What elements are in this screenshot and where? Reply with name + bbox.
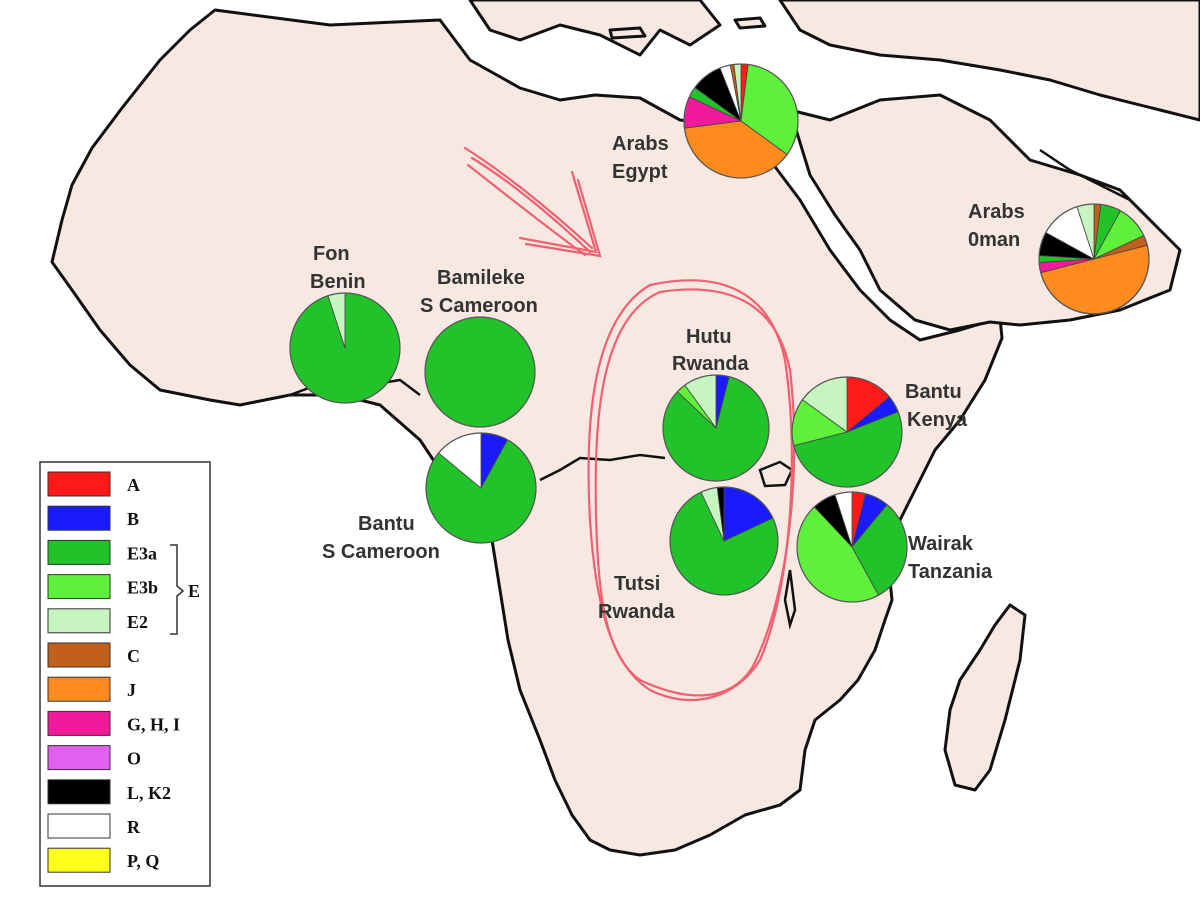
island-cyprus <box>733 16 767 30</box>
annotation-arrow-head <box>518 170 598 254</box>
label-bantu-s-cameroon-line2: S Cameroon <box>322 541 440 563</box>
legend-label-ghi: G, H, I <box>127 714 180 734</box>
label-bantu-s-cameroon-line1: Bantu <box>358 513 415 535</box>
legend-swatch-a <box>47 471 111 497</box>
legend-items: AB E3a E3b E2 CJ G, H, I O L, K2 R P, Q <box>47 471 180 873</box>
label-wairak-line2: Tanzania <box>908 561 993 583</box>
landmasses <box>50 0 1200 857</box>
legend-label-e3b: E3b <box>127 578 158 598</box>
population-labels: Arabs Egypt Arabs 0man Fon Benin Bamilek… <box>310 133 1025 623</box>
pie-bantu-kenya <box>791 376 903 488</box>
pie-outline-fon-benin <box>289 292 401 404</box>
label-bamileke-line2: S Cameroon <box>420 295 538 317</box>
pie-bamileke-s-cameroon <box>424 316 536 428</box>
legend-swatch-b <box>47 505 111 531</box>
legend-label-o: O <box>127 749 141 769</box>
legend-label-e3a: E3a <box>127 543 157 563</box>
pie-fon-benin <box>289 292 401 404</box>
pie-outline-hutu-rwanda <box>662 374 770 482</box>
annotation-arrow-shaft-3 <box>466 163 587 257</box>
pie-outline-arabs-oman <box>1038 203 1150 315</box>
label-arabs-oman-line2: 0man <box>968 229 1020 251</box>
legend-swatch-lk2 <box>47 779 111 805</box>
pie-outline-tutsi-rwanda <box>669 486 779 596</box>
label-arabs-egypt-line1: Arabs <box>612 133 669 155</box>
label-arabs-oman-line1: Arabs <box>968 201 1025 223</box>
pie-outline-bantu-s-cameroon <box>425 432 537 544</box>
label-tutsi-rwanda-line1: Tutsi <box>614 573 660 595</box>
legend-swatch-c <box>47 642 111 668</box>
annotation-arrow-head-2 <box>524 178 602 258</box>
label-fon-benin-line1: Fon <box>313 243 350 265</box>
legend-swatch-e2 <box>47 608 111 634</box>
pie-hutu-rwanda <box>662 374 770 482</box>
label-bantu-kenya-line2: Kenya <box>907 409 968 431</box>
pie-arabs-egypt <box>683 63 799 179</box>
legend-label-a: A <box>127 475 140 495</box>
river-line <box>539 453 666 482</box>
pie-wairak-tanzania <box>796 491 908 603</box>
label-arabs-egypt-line2: Egypt <box>612 161 668 183</box>
pie-outline-arabs-egypt <box>683 63 799 179</box>
madagascar-landmass <box>943 603 1027 792</box>
legend-swatch-o <box>47 745 111 771</box>
label-tutsi-rwanda-line2: Rwanda <box>598 601 676 623</box>
pie-charts <box>289 63 1150 603</box>
legend-label-pq: P, Q <box>127 851 159 871</box>
annotation-arrow-shaft-2 <box>470 156 592 254</box>
label-bamileke-line1: Bamileke <box>437 267 525 289</box>
pie-outline-wairak-tanzania <box>796 491 908 603</box>
legend-swatch-r <box>47 813 111 839</box>
legend-swatch-e3b <box>47 574 111 600</box>
label-bantu-kenya-line1: Bantu <box>905 381 962 403</box>
pie-tutsi-rwanda <box>669 486 779 596</box>
legend-label-e2: E2 <box>127 612 148 632</box>
legend-swatch-e3a <box>47 539 111 565</box>
legend-swatch-ghi <box>47 710 111 736</box>
pie-outline-bantu-kenya <box>791 376 903 488</box>
legend-label-j: J <box>127 680 136 700</box>
pie-outline-bamileke-s-cameroon <box>424 316 536 428</box>
legend-label-r: R <box>127 817 141 837</box>
legend-brace <box>170 544 185 635</box>
pie-bantu-s-cameroon <box>425 432 537 544</box>
legend-label-lk2: L, K2 <box>127 783 171 803</box>
legend-label-c: C <box>127 646 140 666</box>
lake-malawi <box>783 569 797 630</box>
label-fon-benin-line2: Benin <box>310 271 366 293</box>
europe-landmass <box>468 0 722 57</box>
label-hutu-rwanda-line1: Hutu <box>686 326 732 348</box>
label-hutu-rwanda-line2: Rwanda <box>672 353 750 375</box>
annotation-loop-2 <box>594 288 796 697</box>
annotation-arrow-shaft <box>463 146 594 250</box>
label-wairak-line1: Wairak <box>908 533 974 555</box>
legend: AB E3a E3b E2 CJ G, H, I O L, K2 R P, Q E <box>39 461 211 887</box>
legend-group-label: E <box>188 581 200 601</box>
pie-arabs-oman <box>1038 203 1150 315</box>
persian-gulf-coast <box>1039 148 1131 202</box>
legend-swatch-pq <box>47 847 111 873</box>
legend-swatch-j <box>47 676 111 702</box>
red-annotation <box>463 146 796 702</box>
asia-minor-landmass <box>778 0 1200 122</box>
lake-victoria <box>758 460 794 488</box>
island-crete <box>608 26 647 40</box>
legend-label-b: B <box>127 509 139 529</box>
